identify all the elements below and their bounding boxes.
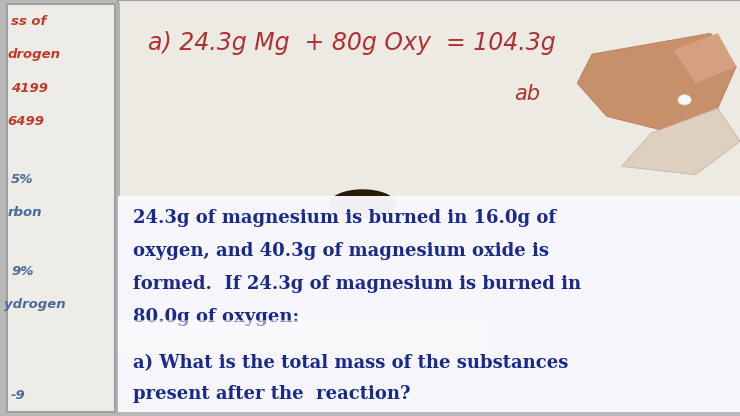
Polygon shape bbox=[577, 33, 736, 133]
Bar bbox=[118, 320, 488, 352]
Bar bbox=[118, 0, 740, 204]
Bar bbox=[7, 4, 115, 412]
Text: a) 24.3g Mg  + 80g Oxy  = 104.3g: a) 24.3g Mg + 80g Oxy = 104.3g bbox=[148, 31, 556, 55]
Text: a) What is the total mass of the substances: a) What is the total mass of the substan… bbox=[133, 354, 568, 372]
Bar bbox=[118, 196, 740, 412]
Text: oxygen, and 40.3g of magnesium oxide is: oxygen, and 40.3g of magnesium oxide is bbox=[133, 242, 549, 260]
Text: 80.0g of oxygen:: 80.0g of oxygen: bbox=[133, 308, 299, 327]
Text: formed.  If 24.3g of magnesium is burned in: formed. If 24.3g of magnesium is burned … bbox=[133, 275, 582, 293]
Text: 4199: 4199 bbox=[11, 82, 48, 94]
Text: rbon: rbon bbox=[7, 206, 42, 219]
Ellipse shape bbox=[678, 94, 691, 105]
Text: 9%: 9% bbox=[11, 265, 33, 277]
Text: ydrogen: ydrogen bbox=[4, 298, 65, 311]
Text: ab: ab bbox=[514, 84, 540, 104]
Text: drogen: drogen bbox=[7, 48, 61, 61]
Text: present after the  reaction?: present after the reaction? bbox=[133, 385, 411, 404]
Text: -9: -9 bbox=[11, 389, 26, 402]
Ellipse shape bbox=[329, 189, 396, 218]
Text: 6499: 6499 bbox=[7, 115, 44, 128]
Text: ss of: ss of bbox=[11, 15, 47, 28]
Polygon shape bbox=[622, 108, 740, 175]
Text: 24.3g of magnesium is burned in 16.0g of: 24.3g of magnesium is burned in 16.0g of bbox=[133, 208, 556, 227]
Bar bbox=[118, 196, 740, 412]
Polygon shape bbox=[673, 33, 736, 83]
Text: 5%: 5% bbox=[11, 173, 33, 186]
